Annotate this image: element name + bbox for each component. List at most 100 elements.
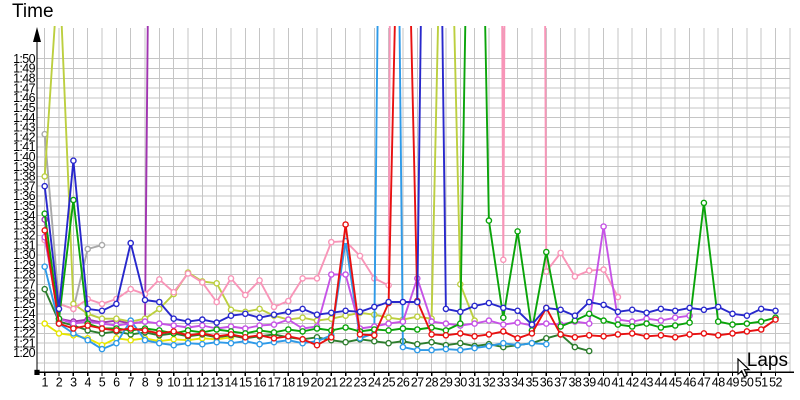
data-point-blue [385,298,392,306]
data-point-red [743,328,751,335]
data-point-cyan [84,336,91,344]
data-point-pink [227,275,235,282]
data-point-red [127,325,134,332]
svg-text:20: 20 [311,376,324,390]
svg-text:36: 36 [540,376,553,390]
data-point-cyan [256,340,263,348]
series-purple [41,26,149,327]
data-point-yellow [41,320,49,327]
svg-text:31: 31 [468,376,481,390]
data-point-pink [70,305,77,313]
data-point-red [84,322,91,329]
data-point-cyan [514,341,521,349]
svg-text:1:31: 1:31 [13,238,36,252]
x-axis-tick-labels: 1 2 3 4 5 6 7 8 9 10 11 12 13 14 15 16 17 18 19 20 21 22 23 24 2… [41,376,783,390]
data-point-red [499,328,507,335]
data-point-yellow-green [413,313,421,321]
data-point-red [485,331,493,338]
mouse-cursor-icon [737,358,751,378]
data-point-yellow-green [113,315,120,323]
data-point-cyan [399,343,407,351]
svg-text:16: 16 [253,376,266,390]
data-point-red [528,330,536,337]
data-point-green [514,228,521,235]
data-point-blue [113,300,120,308]
svg-text:1:27: 1:27 [13,278,36,292]
data-point-violet [284,316,292,323]
svg-text:1:48: 1:48 [13,72,36,86]
data-point-blue [557,306,564,314]
data-point-red [98,325,106,332]
data-point-green [485,217,493,224]
svg-text:8: 8 [142,376,149,390]
data-point-cyan [442,345,450,353]
data-point-pink [543,268,550,275]
data-point-red [227,331,235,338]
data-point-cyan [184,339,192,347]
svg-text:1:22: 1:22 [13,327,36,341]
svg-text:22: 22 [339,376,352,390]
data-point-cyan [471,344,478,352]
data-point-red [356,331,364,338]
data-point-violet [485,317,493,324]
svg-text:25: 25 [382,376,395,390]
data-point-violet [141,318,149,325]
svg-text:41: 41 [611,376,624,390]
data-point-dark-green [585,347,593,355]
data-point-blue [299,305,306,313]
data-point-pink [571,273,579,280]
data-point-red [628,330,636,337]
data-point-blue [657,305,665,313]
data-point-green [643,320,650,327]
svg-text:1:20: 1:20 [13,346,36,360]
data-point-dark-green [385,339,392,347]
data-point-red [270,334,278,342]
data-point-red [155,330,163,337]
data-point-red [313,341,321,349]
svg-text:2: 2 [56,376,63,390]
data-point-violet [671,314,679,322]
data-point-pink [284,297,292,305]
svg-text:30: 30 [454,376,467,390]
y-axis-tick-labels: 1:501:491:481:471:461:451:441:431:421:41… [13,52,36,360]
data-point-pink [557,249,564,257]
data-point-violet [428,318,435,325]
svg-text:23: 23 [354,376,367,390]
data-point-blue [256,314,263,322]
data-point-yellow-green [256,305,263,313]
data-point-yellow [55,330,63,337]
data-point-green [284,326,292,333]
y-axis-title: Time [12,1,54,22]
data-point-blue [714,303,722,311]
data-point-blue [170,315,177,323]
data-point-green [399,325,407,332]
data-point-red [442,331,450,339]
data-point-violet [514,319,521,326]
data-point-cyan [41,263,49,271]
data-point-yellow-green [299,314,306,322]
data-point-blue [671,307,679,315]
data-point-blue [141,296,149,304]
data-point-blue [84,305,91,313]
data-point-violet [399,318,407,325]
data-point-green [700,199,708,207]
data-point-red [241,333,249,341]
data-point-red [184,331,192,339]
data-point-green [342,324,349,331]
data-point-pink [614,293,622,301]
data-point-blue [313,311,321,319]
data-point-red [41,227,49,234]
svg-text:47: 47 [697,376,710,390]
data-point-pink [155,276,163,283]
svg-text:50: 50 [740,376,753,390]
svg-text:51: 51 [755,376,768,390]
svg-text:46: 46 [683,376,696,390]
svg-text:1:37: 1:37 [13,179,36,193]
data-point-blue [213,319,220,326]
data-point-dark-green [571,343,579,351]
svg-text:1:42: 1:42 [13,130,36,144]
data-point-violet [327,271,335,278]
data-point-cyan [485,342,493,350]
data-point-red [55,320,63,327]
svg-text:1:47: 1:47 [13,81,36,95]
